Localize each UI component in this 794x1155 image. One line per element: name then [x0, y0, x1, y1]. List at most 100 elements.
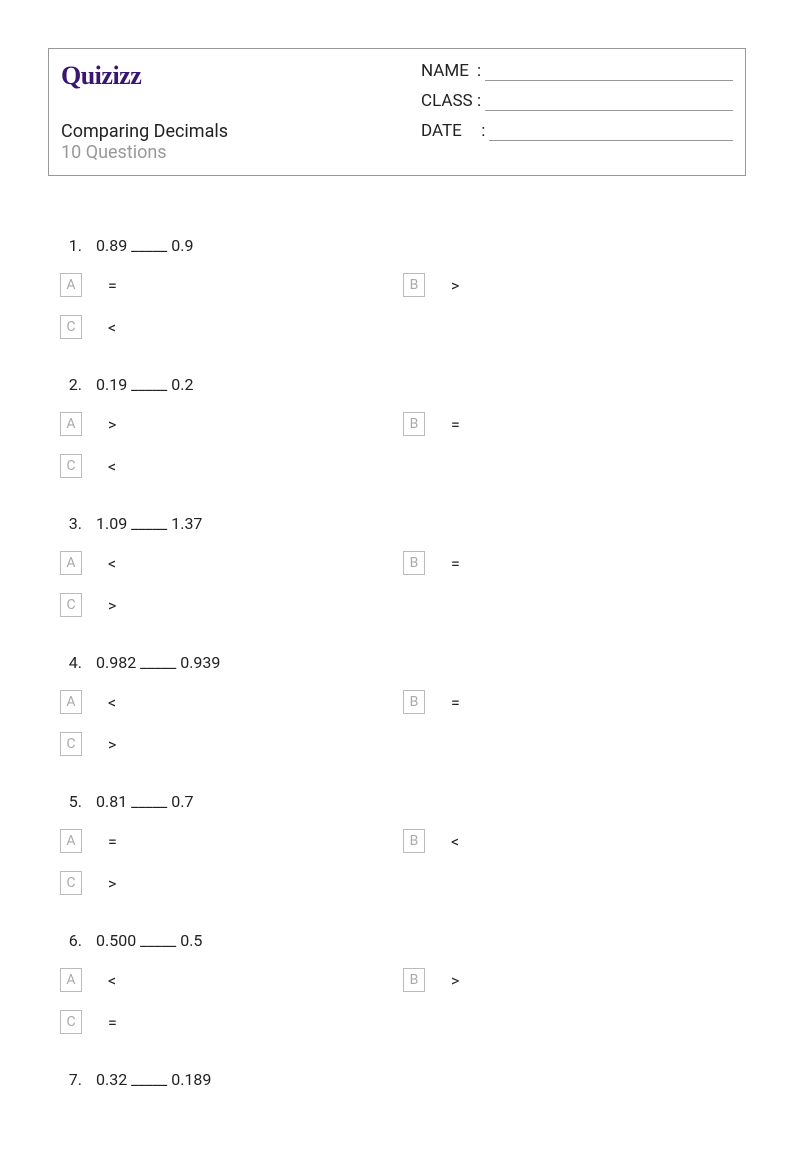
choice-text: <: [108, 693, 116, 712]
choice-a[interactable]: A<: [60, 551, 403, 575]
question-row: 7. 0.32 _____ 0.189: [60, 1070, 746, 1089]
question-text: 0.81 _____ 0.7: [96, 792, 746, 811]
question-number: 7.: [60, 1070, 96, 1089]
question-block: 6. 0.500 _____ 0.5 A< B> C=: [60, 931, 746, 1052]
question-number: 1.: [60, 236, 96, 255]
choice-letter-a: A: [60, 273, 82, 297]
choice-letter-b: B: [403, 968, 425, 992]
date-label: DATE: [421, 121, 477, 141]
choice-letter-c: C: [60, 454, 82, 478]
question-text: 0.500 _____ 0.5: [96, 931, 746, 950]
choice-text: =: [108, 832, 117, 851]
question-block: 4. 0.982 _____ 0.939 A< B= C>: [60, 653, 746, 774]
name-input-line[interactable]: [485, 61, 733, 81]
question-block: 1. 0.89 _____ 0.9 A= B> C<: [60, 236, 746, 357]
question-block: 5. 0.81 _____ 0.7 A= B< C>: [60, 792, 746, 913]
choice-a[interactable]: A=: [60, 273, 403, 297]
question-row: 2. 0.19 _____ 0.2: [60, 375, 746, 394]
quiz-title: Comparing Decimals: [61, 121, 421, 142]
header-box: Quizizz Comparing Decimals 10 Questions …: [48, 48, 746, 176]
choice-letter-a: A: [60, 412, 82, 436]
choices: A< B= C>: [60, 690, 746, 774]
header-right: NAME : CLASS : DATE :: [421, 61, 733, 163]
colon: :: [477, 121, 485, 141]
choice-text: <: [108, 457, 116, 476]
choice-text: <: [108, 554, 116, 573]
question-block: 2. 0.19 _____ 0.2 A> B= C<: [60, 375, 746, 496]
colon: :: [477, 61, 481, 81]
choice-b[interactable]: B>: [403, 273, 746, 297]
question-row: 3. 1.09 _____ 1.37: [60, 514, 746, 533]
question-number: 2.: [60, 375, 96, 394]
question-row: 1. 0.89 _____ 0.9: [60, 236, 746, 255]
questions-list: 1. 0.89 _____ 0.9 A= B> C< 2. 0.19 _____…: [48, 236, 746, 1089]
name-field-row: NAME :: [421, 61, 733, 81]
choice-b[interactable]: B>: [403, 968, 746, 992]
choice-text: >: [108, 735, 116, 754]
choice-c[interactable]: C<: [60, 454, 403, 478]
choice-a[interactable]: A<: [60, 968, 403, 992]
question-block: 7. 0.32 _____ 0.189: [60, 1070, 746, 1089]
choice-text: =: [108, 276, 117, 295]
choice-a[interactable]: A<: [60, 690, 403, 714]
question-text: 0.19 _____ 0.2: [96, 375, 746, 394]
choice-c[interactable]: C>: [60, 871, 403, 895]
choice-letter-a: A: [60, 829, 82, 853]
choices: A= B> C<: [60, 273, 746, 357]
choice-letter-b: B: [403, 690, 425, 714]
date-input-line[interactable]: [489, 121, 733, 141]
choice-letter-b: B: [403, 412, 425, 436]
choice-letter-a: A: [60, 551, 82, 575]
question-number: 5.: [60, 792, 96, 811]
choice-text: =: [451, 693, 460, 712]
choice-letter-c: C: [60, 732, 82, 756]
choices: A= B< C>: [60, 829, 746, 913]
question-block: 3. 1.09 _____ 1.37 A< B= C>: [60, 514, 746, 635]
question-number: 3.: [60, 514, 96, 533]
question-count: 10 Questions: [61, 142, 421, 163]
choices: A< B> C=: [60, 968, 746, 1052]
choices: A> B= C<: [60, 412, 746, 496]
choice-text: >: [108, 596, 116, 615]
choice-letter-b: B: [403, 829, 425, 853]
choice-c[interactable]: C=: [60, 1010, 403, 1034]
choice-b[interactable]: B=: [403, 690, 746, 714]
choice-c[interactable]: C>: [60, 732, 403, 756]
choice-letter-b: B: [403, 273, 425, 297]
header-left: Quizizz Comparing Decimals 10 Questions: [61, 61, 421, 163]
choice-text: =: [451, 554, 460, 573]
choice-letter-c: C: [60, 1010, 82, 1034]
name-label: NAME: [421, 61, 477, 81]
choice-text: <: [108, 318, 116, 337]
question-text: 0.32 _____ 0.189: [96, 1070, 746, 1089]
choice-c[interactable]: C<: [60, 315, 403, 339]
choice-text: =: [108, 1013, 117, 1032]
class-label: CLASS: [421, 91, 477, 111]
question-number: 4.: [60, 653, 96, 672]
colon: :: [477, 91, 481, 111]
class-input-line[interactable]: [485, 91, 733, 111]
choice-b[interactable]: B=: [403, 412, 746, 436]
choice-a[interactable]: A=: [60, 829, 403, 853]
choice-a[interactable]: A>: [60, 412, 403, 436]
choice-text: >: [108, 874, 116, 893]
choice-letter-c: C: [60, 315, 82, 339]
choice-c[interactable]: C>: [60, 593, 403, 617]
choice-text: =: [451, 415, 460, 434]
question-row: 5. 0.81 _____ 0.7: [60, 792, 746, 811]
title-group: Comparing Decimals 10 Questions: [61, 121, 421, 163]
class-field-row: CLASS :: [421, 91, 733, 111]
question-text: 0.89 _____ 0.9: [96, 236, 746, 255]
choice-text: >: [451, 276, 459, 295]
quizizz-logo: Quizizz: [61, 61, 421, 91]
choice-text: >: [108, 415, 116, 434]
choice-letter-a: A: [60, 968, 82, 992]
question-number: 6.: [60, 931, 96, 950]
choice-b[interactable]: B<: [403, 829, 746, 853]
question-text: 0.982 _____ 0.939: [96, 653, 746, 672]
question-row: 6. 0.500 _____ 0.5: [60, 931, 746, 950]
choice-b[interactable]: B=: [403, 551, 746, 575]
choice-text: >: [451, 971, 459, 990]
choice-letter-c: C: [60, 593, 82, 617]
worksheet-page: Quizizz Comparing Decimals 10 Questions …: [0, 0, 794, 1155]
